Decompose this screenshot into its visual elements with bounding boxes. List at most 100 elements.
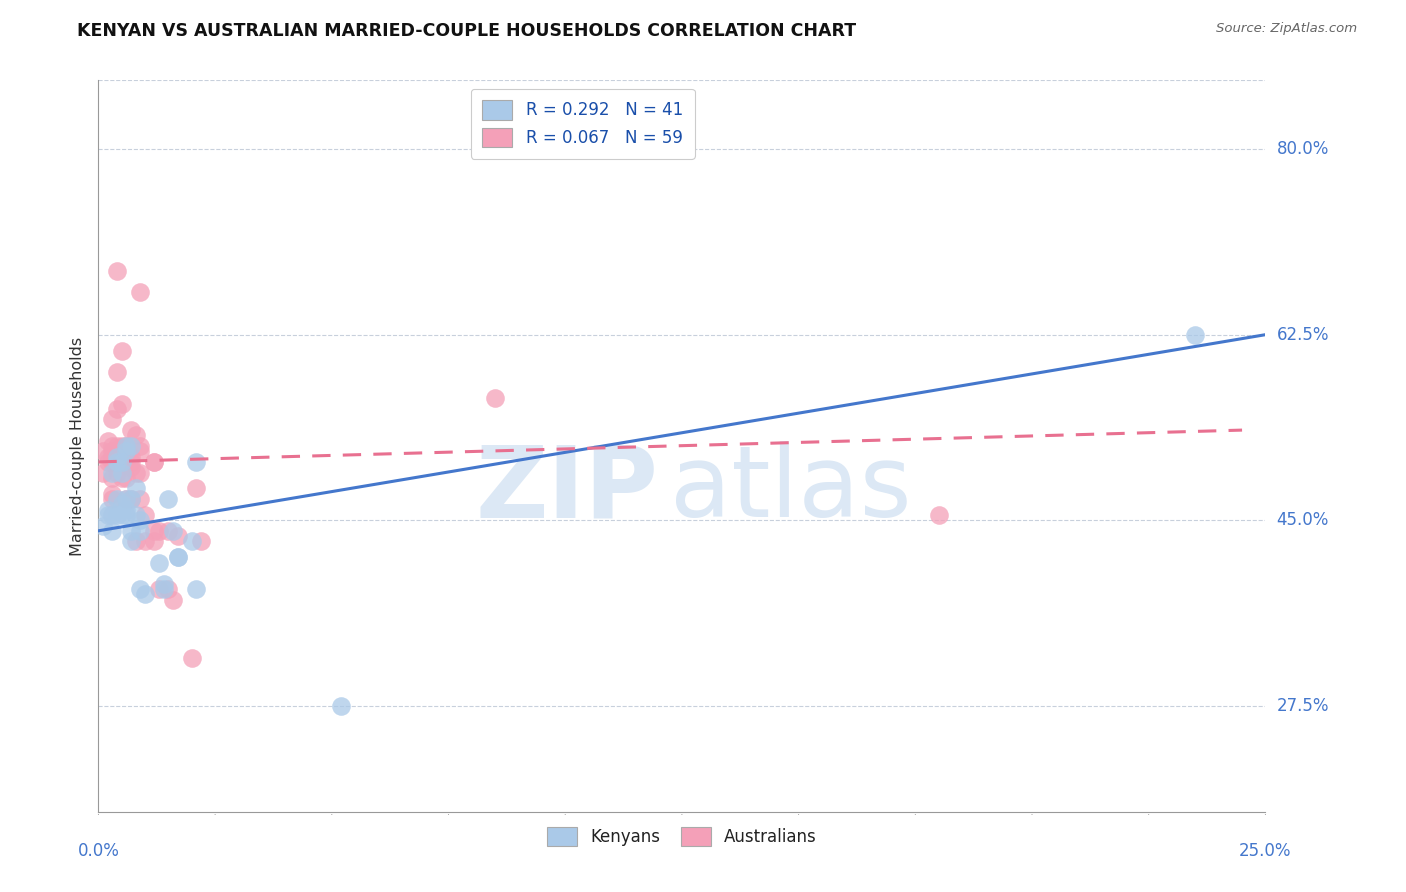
Point: [105, 365, 128, 379]
Point: [148, 556, 170, 570]
Point: [120, 524, 142, 538]
Point: [97, 434, 120, 448]
Text: ZIP: ZIP: [475, 442, 658, 539]
Text: Source: ZipAtlas.com: Source: ZipAtlas.com: [1216, 22, 1357, 36]
Point: [166, 529, 188, 543]
Point: [91, 518, 114, 533]
Point: [91, 466, 114, 480]
Point: [1184, 327, 1206, 342]
Point: [91, 444, 114, 458]
Point: [143, 524, 166, 538]
Point: [186, 455, 208, 469]
Text: 80.0%: 80.0%: [1277, 140, 1329, 158]
Text: KENYAN VS AUSTRALIAN MARRIED-COUPLE HOUSEHOLDS CORRELATION CHART: KENYAN VS AUSTRALIAN MARRIED-COUPLE HOUS…: [77, 22, 856, 40]
Point: [101, 491, 124, 506]
Point: [101, 455, 124, 469]
Point: [115, 444, 138, 458]
Point: [111, 455, 134, 469]
Point: [157, 524, 180, 538]
Point: [111, 508, 134, 522]
Point: [120, 460, 142, 475]
Point: [148, 582, 170, 596]
Point: [111, 471, 134, 485]
Point: [186, 582, 208, 596]
Point: [129, 444, 152, 458]
Point: [97, 450, 120, 464]
Point: [157, 491, 180, 506]
Text: 45.0%: 45.0%: [1277, 511, 1329, 529]
Point: [484, 392, 506, 406]
Text: atlas: atlas: [671, 442, 912, 539]
Point: [101, 412, 124, 426]
Point: [115, 491, 138, 506]
Point: [125, 482, 148, 496]
Point: [105, 455, 128, 469]
Point: [166, 550, 188, 565]
Point: [129, 466, 152, 480]
Text: 27.5%: 27.5%: [1277, 697, 1329, 714]
Point: [97, 508, 120, 522]
Point: [120, 439, 142, 453]
Point: [101, 524, 124, 538]
Point: [115, 491, 138, 506]
Point: [111, 497, 134, 511]
Point: [120, 534, 142, 549]
Legend: Kenyans, Australians: Kenyans, Australians: [538, 819, 825, 855]
Point: [166, 550, 188, 565]
Point: [111, 466, 134, 480]
Point: [111, 455, 134, 469]
Point: [101, 471, 124, 485]
Point: [101, 486, 124, 500]
Point: [115, 502, 138, 516]
Point: [129, 285, 152, 300]
Point: [105, 455, 128, 469]
Point: [180, 651, 202, 665]
Point: [134, 587, 156, 601]
Point: [105, 466, 128, 480]
Point: [115, 439, 138, 453]
Text: 0.0%: 0.0%: [77, 842, 120, 860]
Point: [115, 471, 138, 485]
Point: [105, 264, 128, 278]
Point: [157, 582, 180, 596]
Point: [115, 439, 138, 453]
Point: [928, 508, 950, 522]
Point: [101, 508, 124, 522]
Point: [129, 524, 152, 538]
Point: [101, 466, 124, 480]
Point: [162, 592, 184, 607]
Point: [330, 698, 353, 713]
Point: [186, 482, 208, 496]
Point: [129, 439, 152, 453]
Point: [125, 508, 148, 522]
Point: [111, 343, 134, 358]
Point: [101, 450, 124, 464]
Point: [152, 576, 174, 591]
Point: [97, 455, 120, 469]
Point: [125, 534, 148, 549]
Text: 62.5%: 62.5%: [1277, 326, 1329, 343]
Point: [120, 455, 142, 469]
Point: [134, 508, 156, 522]
Point: [105, 439, 128, 453]
Point: [129, 582, 152, 596]
Point: [143, 455, 166, 469]
Point: [125, 466, 148, 480]
Point: [120, 423, 142, 437]
Point: [129, 513, 152, 527]
Point: [101, 439, 124, 453]
Point: [115, 508, 138, 522]
Point: [105, 491, 128, 506]
Point: [129, 491, 152, 506]
Point: [101, 444, 124, 458]
Point: [120, 450, 142, 464]
Point: [190, 534, 212, 549]
Point: [105, 508, 128, 522]
Point: [97, 502, 120, 516]
Point: [111, 396, 134, 410]
Text: 25.0%: 25.0%: [1239, 842, 1292, 860]
Point: [105, 450, 128, 464]
Point: [120, 491, 142, 506]
Point: [134, 534, 156, 549]
Point: [120, 491, 142, 506]
